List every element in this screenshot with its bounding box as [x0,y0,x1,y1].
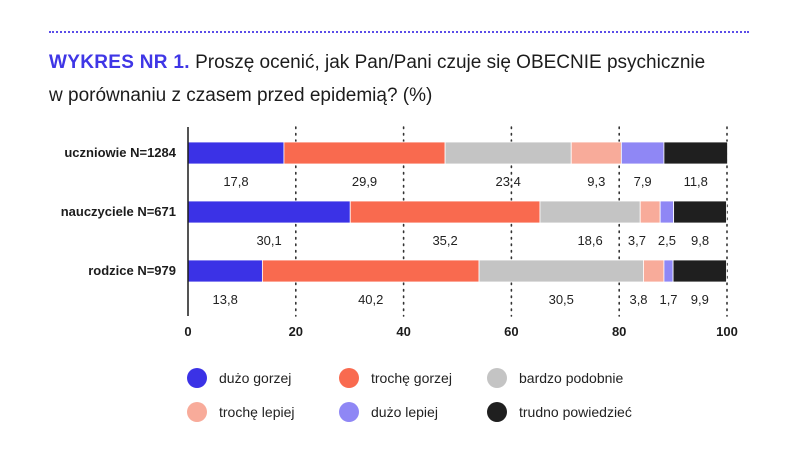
legend-label: trochę lepiej [219,404,295,420]
data-label: 13,8 [213,292,238,307]
category-label: rodzice N=979 [88,263,176,278]
x-tick-label: 40 [396,324,410,339]
x-tick-label: 60 [504,324,518,339]
data-label: 17,8 [223,174,248,189]
data-label: 7,9 [634,174,652,189]
legend-swatch [487,368,507,388]
category-label: nauczyciele N=671 [61,204,176,219]
bar-segment [620,141,665,165]
bar-segment [539,200,641,224]
bar-segment [663,141,728,165]
category-label: uczniowie N=1284 [64,145,176,160]
bar-segment [659,200,675,224]
legend-swatch [339,368,359,388]
x-tick-label: 100 [716,324,738,339]
bar-segment [283,141,446,165]
legend-label: trudno powiedzieć [519,404,632,420]
chart-title: WYKRES NR 1. Proszę ocenić, jak Pan/Pani… [49,46,769,112]
legend-item: bardzo podobnie [487,368,623,388]
bar-segment [349,200,541,224]
data-label: 40,2 [358,292,383,307]
bar-segment [187,141,285,165]
data-label: 30,1 [256,233,281,248]
data-label: 3,7 [628,233,646,248]
legend-item: trudno powiedzieć [487,402,632,422]
legend-label: dużo lepiej [371,404,438,420]
legend-item: trochę lepiej [187,402,295,422]
data-label: 35,2 [432,233,457,248]
legend-item: dużo lepiej [339,402,438,422]
legend-swatch [487,402,507,422]
data-label: 30,5 [549,292,574,307]
bar-segment [643,259,665,283]
title-separator-dotted-line [49,31,749,33]
bar-segment [663,259,674,283]
data-label: 3,8 [629,292,647,307]
legend-item: trochę gorzej [339,368,452,388]
legend-swatch [187,402,207,422]
bar-segment [639,200,661,224]
bar-segment [261,259,480,283]
data-label: 2,5 [658,233,676,248]
legend-swatch [339,402,359,422]
bar-segment [672,259,727,283]
chart-title-lead: WYKRES NR 1. [49,52,190,73]
legend-label: dużo gorzej [219,370,292,386]
chart-title-text-1: Proszę ocenić, jak Pan/Pani czuje się OB… [195,52,706,73]
data-label: 23,4 [496,174,521,189]
bar-segment [673,200,727,224]
bar-segment [570,141,622,165]
data-label: 1,7 [659,292,677,307]
data-label: 9,9 [691,292,709,307]
x-tick-label: 80 [612,324,626,339]
chart-title-line-1: WYKRES NR 1. Proszę ocenić, jak Pan/Pani… [49,46,769,79]
data-label: 9,3 [587,174,605,189]
bar-segment [187,259,263,283]
legend-label: trochę gorzej [371,370,452,386]
bar-segment [444,141,572,165]
chart-title-line-2: w porównaniu z czasem przed epidemią? (%… [49,85,433,106]
data-label: 11,8 [684,174,708,189]
legend-item: dużo gorzej [187,368,291,388]
data-label: 9,8 [691,233,709,248]
legend-label: bardzo podobnie [519,370,624,386]
legend-swatch [187,368,207,388]
data-label: 18,6 [577,233,602,248]
x-tick-label: 0 [184,324,191,339]
bar-segment [187,200,351,224]
data-label: 29,9 [352,174,377,189]
x-tick-label: 20 [289,324,303,339]
bar-segment [478,259,644,283]
